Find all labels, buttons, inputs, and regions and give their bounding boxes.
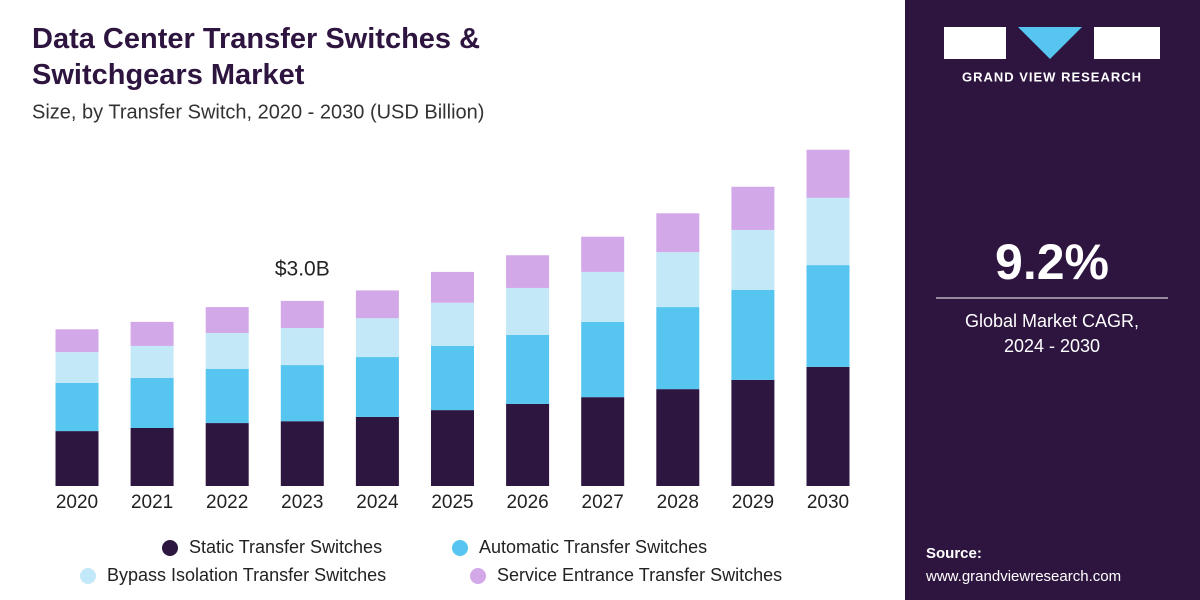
bar-segment [280,328,324,366]
bar-segment [55,329,99,353]
chart-title: Data Center Transfer Switches & Switchgea… [32,23,480,91]
bar-segment [581,397,625,486]
bar-segment [205,423,249,486]
bar-segment [355,416,399,486]
legend-swatch [80,568,96,584]
cagr-label: Global Market CAGR, [965,311,1139,331]
x-tick-label: 2022 [206,492,248,513]
logo-block [1094,27,1160,59]
bar-segment [130,345,174,379]
bar-segment [506,287,550,335]
bar-segment [431,345,474,411]
bar-segment [431,302,474,346]
bar-segment [130,378,174,429]
x-tick-label: 2026 [506,492,548,513]
bar-segment [731,379,775,486]
bar-segment [656,252,700,308]
bar-segment [431,410,474,486]
bar-segment [506,334,550,404]
bar-segment [731,186,775,230]
logo-block [1018,27,1082,59]
x-tick-label: 2021 [131,492,173,513]
bar-segment [581,271,625,322]
cagr-label: 2024 - 2030 [1004,336,1100,356]
bar-segment [205,332,249,369]
bar-segment [280,300,324,329]
legend-swatch [162,540,178,556]
x-tick-label: 2029 [732,492,774,513]
bar-segment [581,236,625,272]
bar-segment [205,368,249,424]
chart-subtitle: Size, by Transfer Switch, 2020 - 2030 (U… [32,101,484,123]
x-tick-label: 2028 [657,492,699,513]
legend-label: Automatic Transfer Switches [479,537,707,557]
sidebar-background [905,0,1200,600]
x-tick-label: 2025 [431,492,473,513]
logo [944,27,1160,59]
x-tick-label: 2024 [356,492,399,513]
logo-block [944,27,1006,59]
bar-segment [581,321,625,398]
bar-segment [506,255,550,288]
bar-segment [806,149,850,198]
bar-segment [656,389,700,486]
bar-segment [506,403,550,486]
legend-label: Bypass Isolation Transfer Switches [107,565,386,585]
bar-segment [431,271,474,303]
bar-segment [55,382,99,432]
x-tick-label: 2023 [281,492,323,513]
bar-segment [280,421,324,486]
bar-segment [656,307,700,390]
bar-segment [355,357,399,417]
x-tick-label: 2030 [807,492,849,513]
legend-label: Service Entrance Transfer Switches [497,565,782,585]
bar-segment [130,321,174,346]
bar-segment [355,290,399,319]
bar-segment [280,365,324,422]
bar-segment [731,289,775,380]
x-tick-label: 2027 [582,492,624,513]
legend-swatch [452,540,468,556]
bar-segment [656,213,700,253]
bar-segment [731,229,775,290]
annotation: $3.0B [275,257,330,280]
bar-segment [355,318,399,358]
title-line: Data Center Transfer Switches & [32,23,480,55]
x-tick-label: 2020 [56,492,98,513]
source-url: www.grandviewresearch.com [925,568,1121,585]
bar-segment [806,366,850,486]
cagr-value: 9.2% [995,234,1109,290]
bar-segment [806,197,850,266]
bar-segment [806,265,850,367]
bar-segment [55,431,99,486]
bar-segment [55,352,99,383]
brand-name: GRAND VIEW RESEARCH [962,69,1142,84]
legend-swatch [470,568,486,584]
title-line: Switchgears Market [32,59,305,91]
legend-label: Static Transfer Switches [189,537,382,557]
bar-segment [130,428,174,486]
source-label: Source: [926,545,982,562]
bar-segment [205,307,249,333]
